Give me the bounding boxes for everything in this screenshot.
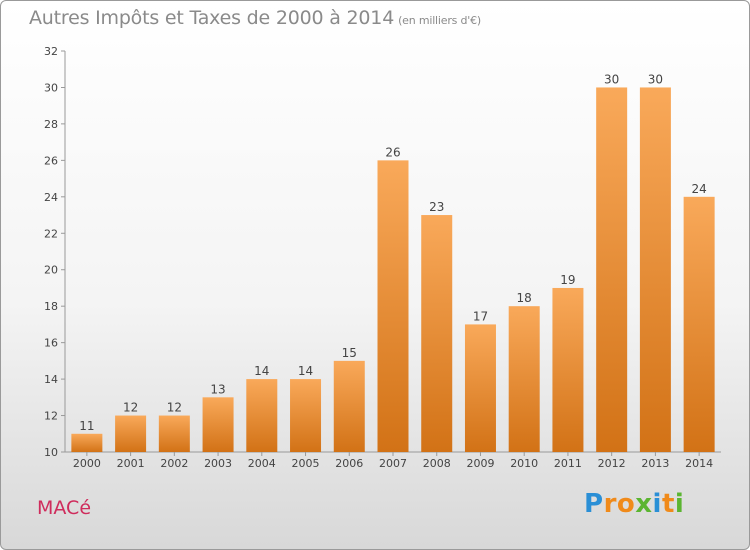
y-tick-label: 22 [44, 227, 58, 240]
y-tick-label: 26 [44, 154, 58, 167]
x-tick-label: 2011 [554, 457, 582, 470]
bar-value-label: 24 [691, 182, 706, 196]
x-tick-label: 2005 [292, 457, 320, 470]
logo-letter: t [661, 489, 675, 519]
x-tick-label: 2007 [379, 457, 407, 470]
logo-letter: r [603, 489, 617, 519]
chart-bars [71, 87, 715, 453]
bar [246, 379, 278, 452]
x-tick-label: 2010 [510, 457, 538, 470]
bar-value-label: 12 [167, 401, 182, 415]
logo-letter: x [635, 489, 653, 519]
bar-value-label: 30 [604, 72, 619, 86]
bar [202, 397, 234, 452]
logo-letter: P [584, 489, 604, 519]
bar-value-label: 14 [254, 364, 269, 378]
logo-letter: i [674, 489, 685, 519]
bar [421, 215, 453, 452]
bar [596, 87, 628, 453]
bar-value-label: 14 [298, 364, 313, 378]
bar-value-label: 30 [648, 72, 663, 86]
bar [683, 196, 715, 452]
logo-letter: o [616, 489, 636, 519]
x-tick-label: 2012 [598, 457, 626, 470]
x-tick-label: 2014 [685, 457, 713, 470]
chart-subtitle: (en milliers d'€) [398, 14, 481, 27]
y-tick-label: 10 [44, 446, 58, 459]
x-tick-label: 2004 [248, 457, 276, 470]
x-tick-label: 2008 [423, 457, 451, 470]
y-tick-label: 32 [44, 45, 58, 58]
bar [290, 379, 322, 452]
x-tick-label: 2003 [204, 457, 232, 470]
bar-value-label: 23 [429, 200, 444, 214]
y-tick-label: 28 [44, 118, 58, 131]
proxiti-logo: Proxiti [584, 489, 684, 519]
chart-labels: 10 12 14 16 18 20 22 24 26 28 30 32 2000 11 2001 12 2002… [44, 45, 713, 470]
bar [377, 160, 409, 452]
chart-title: Autres Impôts et Taxes de 2000 à 2014 (en… [29, 7, 481, 29]
x-tick-label: 2000 [73, 457, 101, 470]
bar-value-label: 15 [342, 346, 357, 360]
x-tick-label: 2006 [335, 457, 363, 470]
bar [71, 433, 103, 452]
bar [464, 324, 496, 452]
bar [333, 360, 365, 452]
x-tick-label: 2013 [641, 457, 669, 470]
bar [115, 415, 147, 452]
x-tick-label: 2001 [117, 457, 145, 470]
x-tick-label: 2009 [466, 457, 494, 470]
y-tick-label: 14 [44, 373, 58, 386]
bar-value-label: 12 [123, 401, 138, 415]
bar-value-label: 18 [517, 291, 532, 305]
bar-value-label: 26 [385, 145, 400, 159]
y-tick-label: 24 [44, 191, 58, 204]
bar [639, 87, 671, 453]
place-name: MACé [37, 497, 92, 519]
bar-value-label: 13 [210, 382, 225, 396]
bar-value-label: 17 [473, 309, 488, 323]
y-tick-label: 16 [44, 337, 58, 350]
y-tick-label: 12 [44, 410, 58, 423]
y-tick-label: 18 [44, 300, 58, 313]
y-tick-label: 20 [44, 264, 58, 277]
y-tick-label: 30 [44, 81, 58, 94]
bar-value-label: 11 [79, 419, 94, 433]
bar [158, 415, 190, 452]
bar [552, 287, 584, 452]
bar [508, 306, 540, 452]
bar-value-label: 19 [560, 273, 575, 287]
x-tick-label: 2002 [160, 457, 188, 470]
chart-title-text: Autres Impôts et Taxes de 2000 à 2014 [29, 7, 395, 29]
logo-letter: i [652, 489, 662, 519]
